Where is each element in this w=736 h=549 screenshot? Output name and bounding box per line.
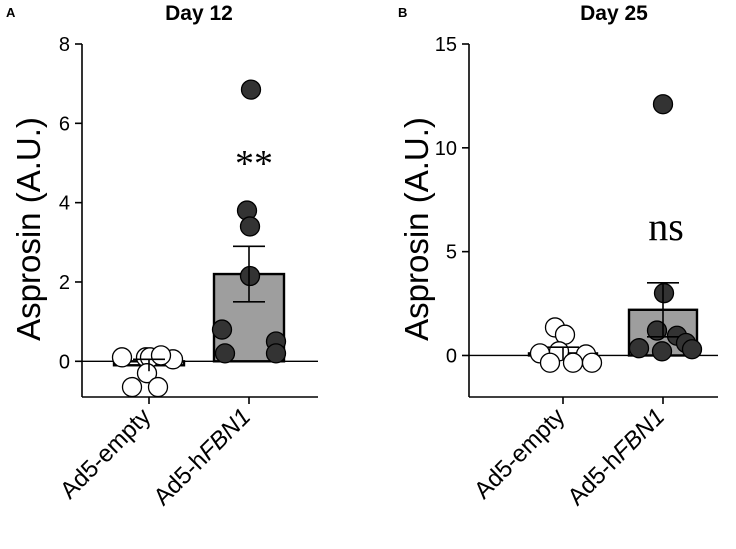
panel-a-point [111,347,133,368]
panel-b-point [653,283,675,304]
panel-b-point [681,339,703,360]
panel-b-category-label-0: Ad5-empty [469,403,570,504]
panel-b-point [581,352,603,373]
panel-a-y-axis-label: Asprosin (A.U.) [10,117,47,341]
panel-b-y-tick-label: 5 [446,242,457,264]
panel-b-y-tick-label: 10 [435,138,457,160]
panel-b-point [562,352,584,373]
panel-b-category-label-1: Ad5-hFBN1 [562,403,670,511]
panel-a-category-label-1: Ad5-hFBN1 [148,403,256,511]
panel-a-point [265,343,287,364]
panel-b-point [628,338,650,359]
panel-b-letter: B [398,5,407,20]
panel-a-title: Day 12 [165,2,233,25]
panel-b-plot: 0 5 10 15 [435,34,718,404]
panel-a-point [239,216,261,237]
panel-a: A Day 12 Asprosin (A.U.) 0 2 4 6 8 Ad5-empty… [6,2,318,511]
panel-a-point [150,345,172,366]
panel-b-y-tick-label: 0 [446,345,457,367]
panel-b: B Day 25 Asprosin (A.U.) 0 5 10 15 Ad5-empt… [398,2,718,511]
panel-a-y-tick-label: 0 [59,351,70,373]
panel-a-point [121,376,143,398]
panel-a-point [239,265,261,287]
panel-b-y-tick-label: 15 [435,34,457,56]
panel-b-point [539,352,561,373]
panel-a-point [211,319,233,340]
panel-a-significance-label: ** [235,143,273,185]
panel-b-point [651,341,673,362]
panel-b-y-axis-label: Asprosin (A.U.) [398,117,435,341]
panel-a-plot: 0 2 4 6 8 [59,34,318,404]
panel-b-point [646,320,668,341]
panel-b-title: Day 25 [580,2,648,25]
panel-b-significance-label: ns [648,204,684,249]
panel-a-y-tick-label: 6 [59,113,70,135]
panel-a-letter: A [6,5,16,20]
panel-a-point [136,363,158,384]
panel-a-point [240,79,262,100]
panel-a-y-tick-label: 2 [59,272,70,294]
panel-a-point [214,343,236,364]
panel-a-y-tick-label: 4 [59,193,70,215]
panel-a-point [147,376,169,398]
panel-b-point [652,94,674,115]
panel-a-category-label-0: Ad5-empty [55,403,156,504]
panel-a-y-tick-label: 8 [59,34,70,56]
